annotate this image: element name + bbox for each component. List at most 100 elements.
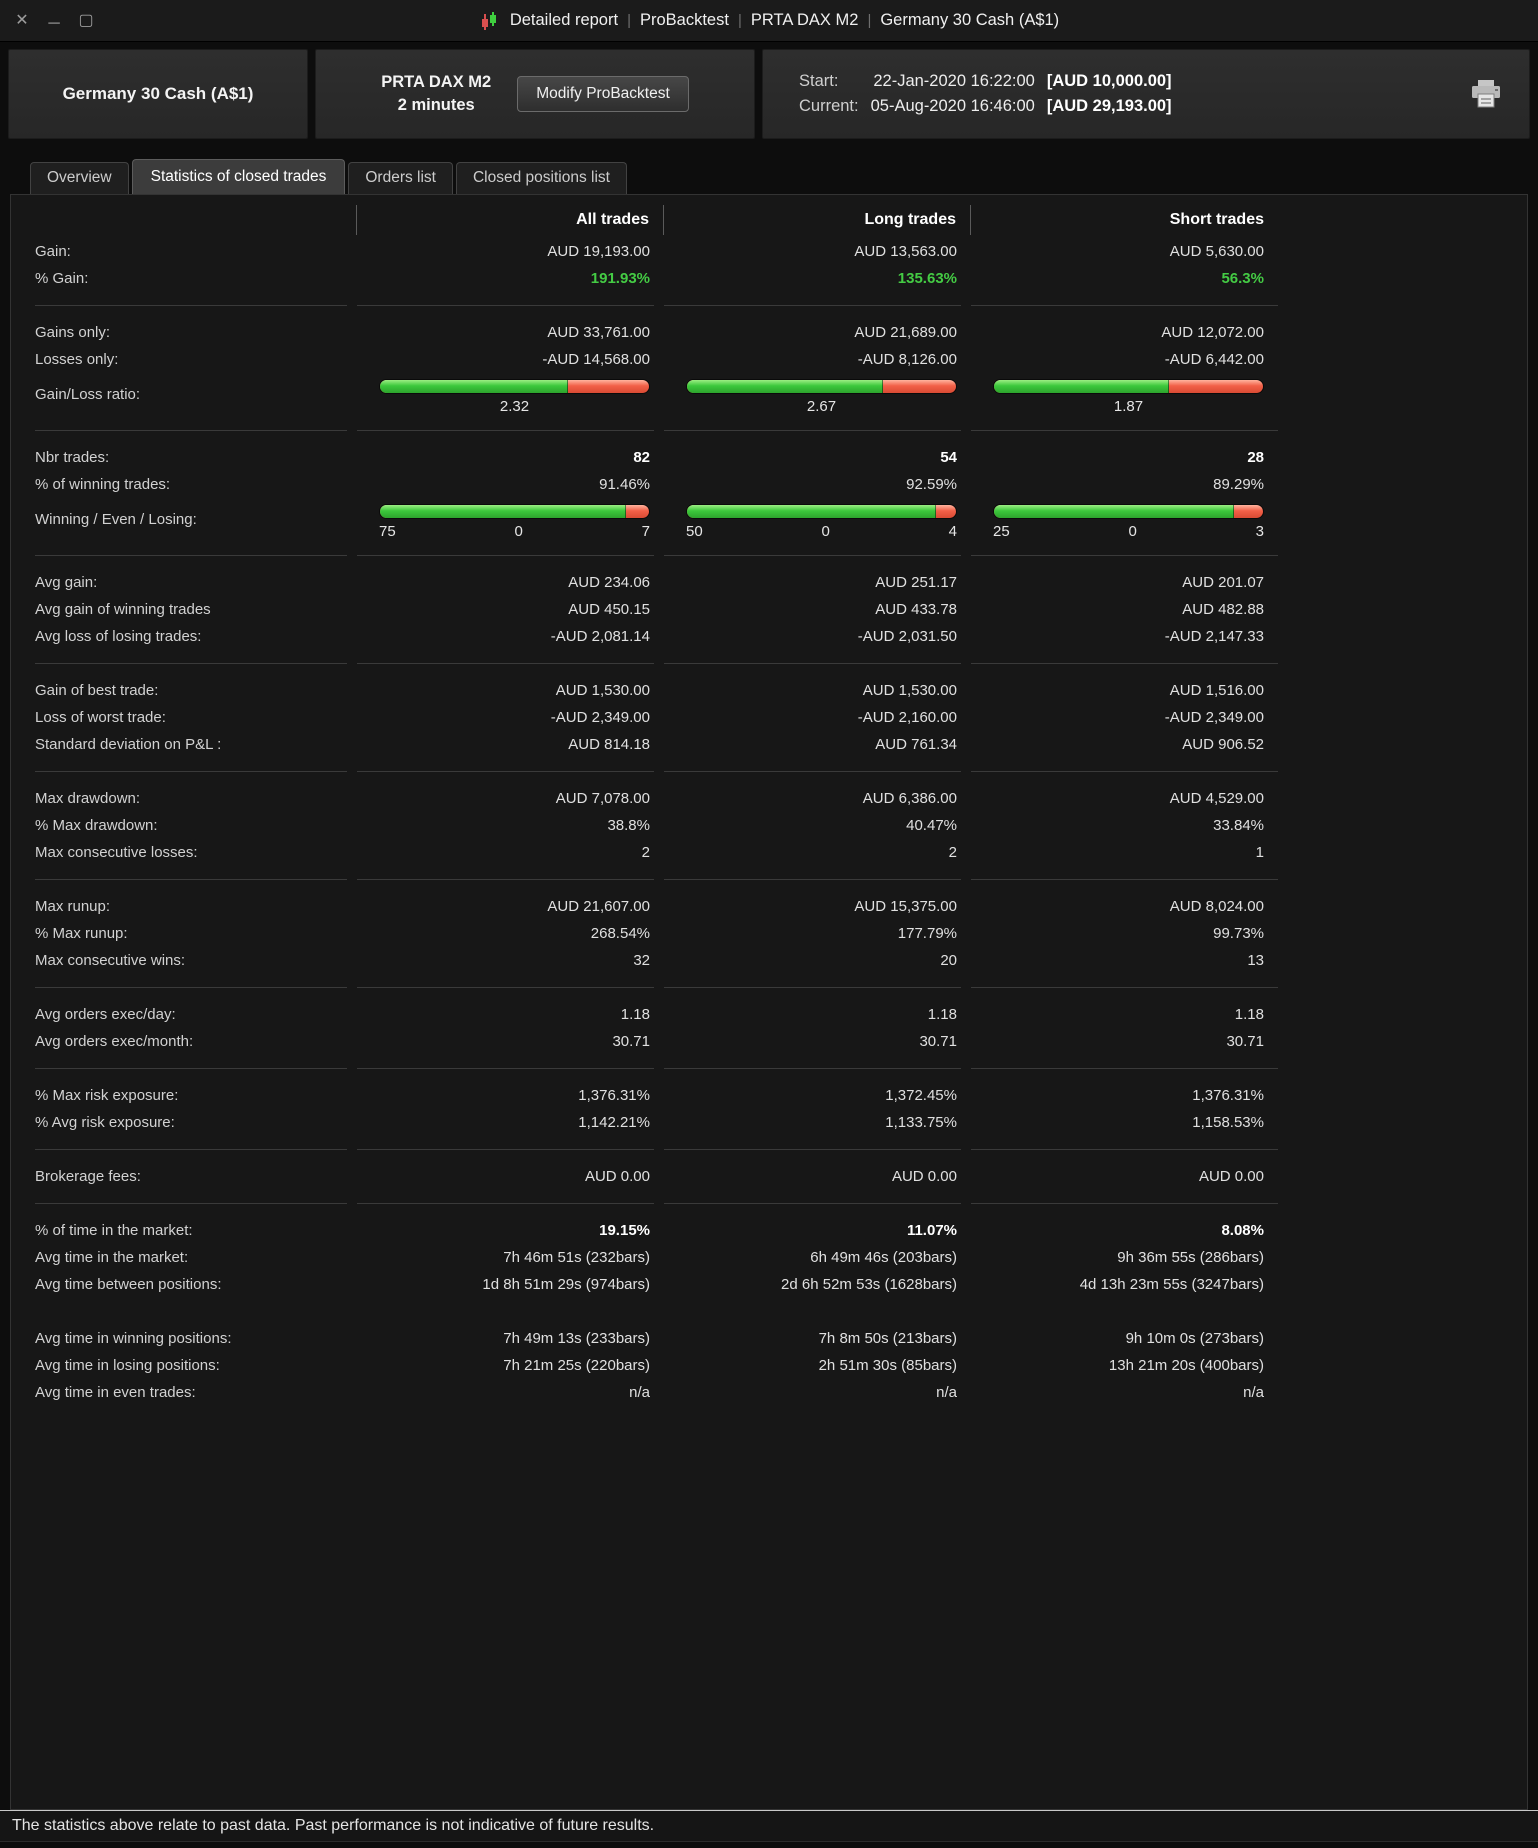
bar-caption-value: 50 (686, 523, 703, 540)
gain-loss-bar (993, 379, 1264, 394)
title-part-instrument: Germany 30 Cash (A$1) (880, 11, 1060, 29)
column-header-short-trades: Short trades (1169, 211, 1264, 228)
tab-closed-positions-list[interactable]: Closed positions list (455, 162, 627, 194)
stat-value: 91.46% (599, 475, 650, 493)
stat-value: -AUD 6,442.00 (1164, 350, 1264, 368)
bar-caption-value: 25 (993, 523, 1010, 540)
stat-value: 82 (633, 448, 650, 466)
stat-label: Avg time in even trades: (35, 1383, 196, 1401)
table-header-spacer (35, 205, 357, 235)
stat-value: AUD 0.00 (1198, 1167, 1264, 1185)
stat-value: AUD 251.17 (875, 573, 957, 591)
disclaimer-bar: The statistics above relate to past data… (0, 1810, 1538, 1842)
stat-value: -AUD 2,349.00 (1164, 708, 1264, 726)
stat-bar-cell: 1.87 (971, 373, 1278, 417)
stat-row: % Avg risk exposure: 1,142.21% 1,133.75% 1,… (35, 1109, 1278, 1136)
stat-label: Gain/Loss ratio: (35, 386, 141, 403)
title-separator: | (867, 12, 872, 29)
bar-caption: 75 0 7 (379, 522, 650, 542)
bar-caption-value: 0 (514, 523, 523, 540)
stat-label: Avg loss of losing trades: (35, 627, 202, 645)
stat-value: 6h 49m 46s (203bars) (810, 1248, 957, 1266)
bar-caption-value: 0 (1128, 523, 1137, 540)
bar-caption-value: 75 (379, 523, 396, 540)
stat-value: AUD 761.34 (875, 735, 957, 753)
tab-orders-list[interactable]: Orders list (348, 162, 453, 194)
strategy-timeframe: 2 minutes (397, 96, 475, 114)
stat-row: Avg time in losing positions: 7h 21m 25s … (35, 1352, 1278, 1379)
column-header-long-trades: Long trades (664, 205, 971, 235)
stat-label: Avg time in losing positions: (35, 1356, 220, 1374)
maximize-icon[interactable]: ▢ (78, 11, 94, 29)
stat-row: Gain: AUD 19,193.00 AUD 13,563.00 AUD 5,630… (35, 238, 1278, 265)
stat-value: AUD 201.07 (1182, 573, 1264, 591)
title-part-strategy: PRTA DAX M2 (750, 11, 859, 29)
group-separator (35, 771, 1278, 772)
stat-value: 40.47% (906, 816, 957, 834)
minimize-icon[interactable]: ─ (48, 14, 60, 32)
stat-value: 177.79% (897, 924, 957, 942)
column-header-all-trades: All trades (357, 205, 664, 235)
strategy-title: PRTA DAX M2 (381, 72, 492, 91)
print-button[interactable] (1469, 79, 1503, 109)
stat-row: Loss of worst trade: -AUD 2,349.00 -AUD 2,… (35, 704, 1278, 731)
stat-value: -AUD 2,147.33 (1164, 627, 1264, 645)
start-datetime: 22-Jan-2020 16:22:00 (873, 72, 1035, 90)
stat-value: 2 (948, 843, 957, 861)
stat-value: 2d 6h 52m 53s (1628bars) (781, 1275, 957, 1293)
window-controls: ✕ ─ ▢ (14, 0, 94, 41)
stat-value: 89.29% (1213, 475, 1264, 493)
close-icon[interactable]: ✕ (15, 11, 29, 29)
stat-label: Max consecutive wins: (35, 951, 186, 969)
stat-value: 92.59% (906, 475, 957, 493)
stat-row: Gains only: AUD 33,761.00 AUD 21,689.00 AUD… (35, 319, 1278, 346)
stat-row: % Max drawdown: 38.8% 40.47% 33.84% (35, 812, 1278, 839)
stat-value: -AUD 2,160.00 (857, 708, 957, 726)
table-body: Gain: AUD 19,193.00 AUD 13,563.00 AUD 5,630… (35, 238, 1278, 1406)
title-separator: | (737, 12, 742, 29)
stat-value: 7h 46m 51s (232bars) (503, 1248, 650, 1266)
bar-caption: 1.87 (993, 397, 1264, 417)
group-separator (35, 879, 1278, 880)
stat-value: -AUD 8,126.00 (857, 350, 957, 368)
stat-value: 1.18 (620, 1005, 650, 1023)
stat-value: 7h 21m 25s (220bars) (503, 1356, 650, 1374)
stat-label: % Max risk exposure: (35, 1086, 179, 1104)
stat-row: Gain/Loss ratio: 2.32 2.67 1.87 (35, 373, 1278, 417)
window-title: Detailed report | ProBacktest | PRTA DAX… (479, 11, 1059, 31)
stat-value: -AUD 2,031.50 (857, 627, 957, 645)
tab-overview[interactable]: Overview (30, 162, 129, 194)
stat-label: Max runup: (35, 897, 111, 915)
stat-value: AUD 33,761.00 (547, 323, 650, 341)
tab-statistics-of-closed-trades[interactable]: Statistics of closed trades (131, 159, 346, 194)
current-amount: [AUD 29,193.00] (1046, 97, 1172, 115)
dates-grid: Start: 22-Jan-2020 16:22:00 [AUD 10,000.… (799, 72, 1172, 116)
stat-label: Winning / Even / Losing: (35, 511, 197, 528)
table-header: All trades Long trades Short trades (35, 205, 1278, 235)
stat-label: % of winning trades: (35, 475, 171, 493)
stat-label: Avg orders exec/day: (35, 1005, 176, 1023)
stat-label: Avg gain: (35, 573, 98, 591)
modify-probacktest-button[interactable]: Modify ProBacktest (517, 76, 689, 112)
stat-value: AUD 450.15 (568, 600, 650, 618)
instrument-name: Germany 30 Cash (A$1) (62, 84, 254, 103)
instrument-panel: Germany 30 Cash (A$1) (8, 49, 308, 139)
stat-value: 1,158.53% (1192, 1113, 1264, 1131)
stat-bar-cell: 75 0 7 (357, 498, 664, 542)
stat-value: 7h 8m 50s (213bars) (818, 1329, 957, 1347)
stat-value: AUD 433.78 (875, 600, 957, 618)
gain-loss-bar (379, 379, 650, 394)
stat-row: Gain of best trade: AUD 1,530.00 AUD 1,530… (35, 677, 1278, 704)
stat-value: AUD 0.00 (891, 1167, 957, 1185)
stat-row: Max drawdown: AUD 7,078.00 AUD 6,386.00 AUD… (35, 785, 1278, 812)
stat-value: 2 (641, 843, 650, 861)
stat-value: 1.18 (927, 1005, 957, 1023)
stat-row: Nbr trades: 82 54 28 (35, 444, 1278, 471)
title-separator: | (627, 12, 631, 29)
stat-value: 9h 10m 0s (273bars) (1125, 1329, 1264, 1347)
stat-value: AUD 6,386.00 (862, 789, 957, 807)
stat-value: AUD 21,607.00 (547, 897, 650, 915)
stat-label: Max drawdown: (35, 789, 141, 807)
stat-value: 4d 13h 23m 55s (3247bars) (1079, 1275, 1264, 1293)
start-amount: [AUD 10,000.00] (1046, 72, 1172, 90)
